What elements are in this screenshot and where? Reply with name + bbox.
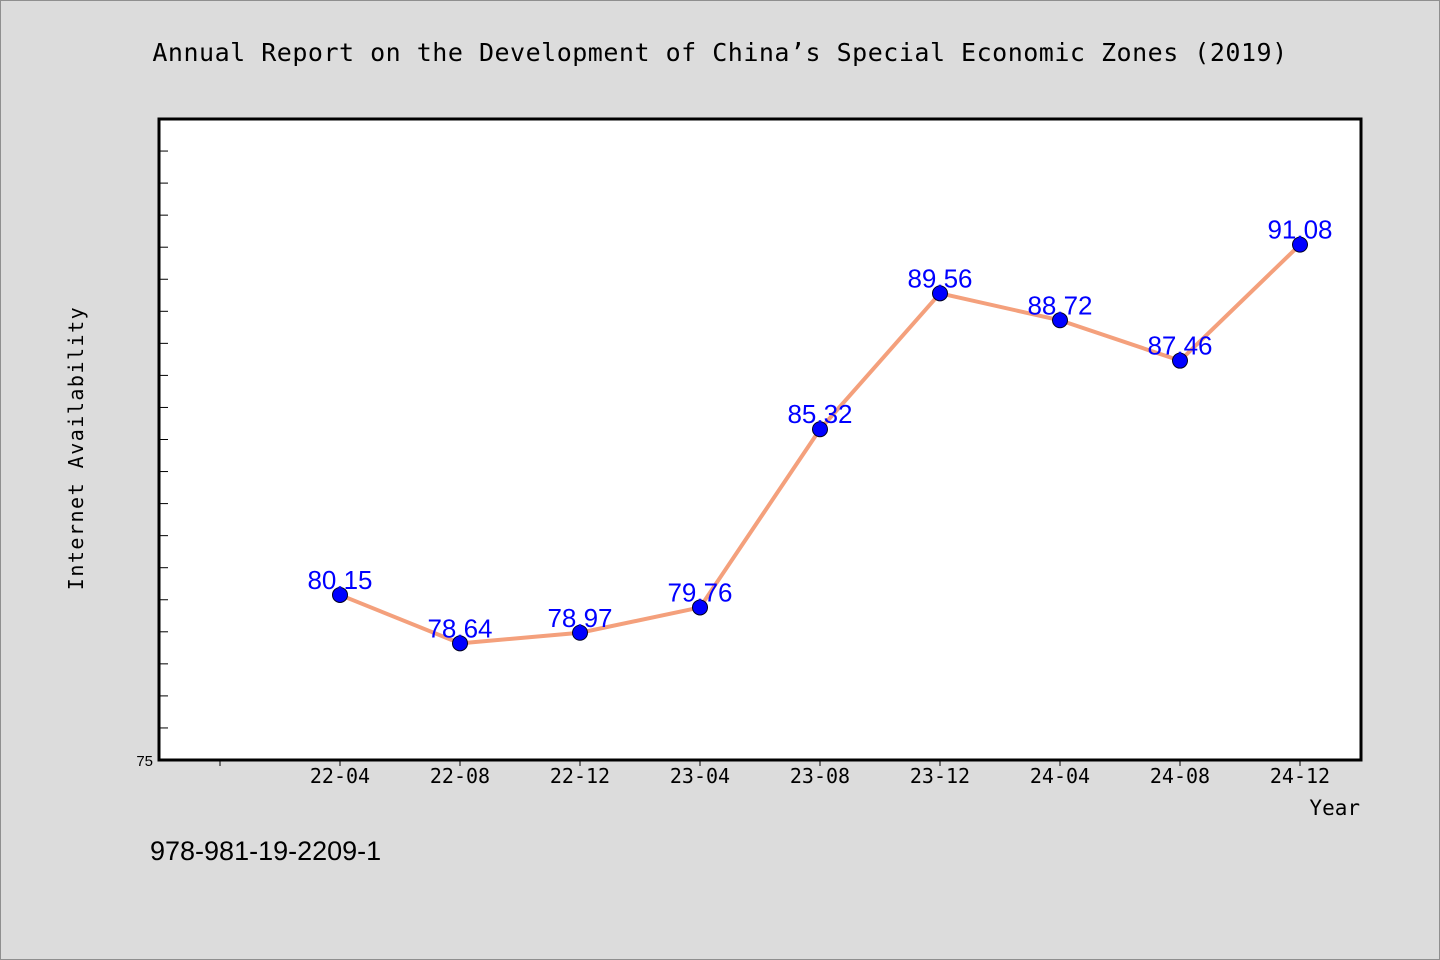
x-tick-label: 24-12 xyxy=(1270,764,1330,788)
data-point xyxy=(1172,352,1188,369)
x-tick-label: 22-12 xyxy=(550,764,610,788)
data-label: 80.15 xyxy=(307,565,372,595)
x-tick-label: 23-04 xyxy=(670,764,730,788)
x-tick-label: 22-04 xyxy=(310,764,370,788)
plot-border xyxy=(157,117,1363,762)
x-tick-label: 24-04 xyxy=(1030,764,1090,788)
data-point xyxy=(1292,236,1308,253)
data-point xyxy=(452,635,468,652)
y-tick-label: 75 xyxy=(136,753,153,770)
data-label: 79.76 xyxy=(667,577,732,607)
chart-title: Annual Report on the Development of Chin… xyxy=(152,38,1288,67)
data-point xyxy=(692,599,708,616)
data-label: 78.64 xyxy=(427,613,492,643)
x-tick-label: 22-08 xyxy=(430,764,490,788)
isbn-footer: 978-981-19-2209-1 xyxy=(150,836,382,866)
data-point xyxy=(812,421,828,438)
data-label: 87.46 xyxy=(1147,331,1212,361)
data-point xyxy=(572,624,588,641)
data-label: 89.56 xyxy=(907,263,972,293)
x-tick-label: 23-08 xyxy=(790,764,850,788)
data-label: 91.08 xyxy=(1267,215,1332,245)
x-tick-label: 23-12 xyxy=(910,764,970,788)
data-point xyxy=(332,586,348,603)
data-label: 78.97 xyxy=(547,603,612,633)
data-label: 88.72 xyxy=(1027,290,1092,320)
x-tick-label: 24-08 xyxy=(1150,764,1210,788)
x-axis-label: Year xyxy=(1309,796,1360,820)
data-point xyxy=(932,285,948,302)
data-label: 85.32 xyxy=(787,399,852,429)
plot-area xyxy=(159,119,1361,760)
data-point xyxy=(1052,312,1068,329)
